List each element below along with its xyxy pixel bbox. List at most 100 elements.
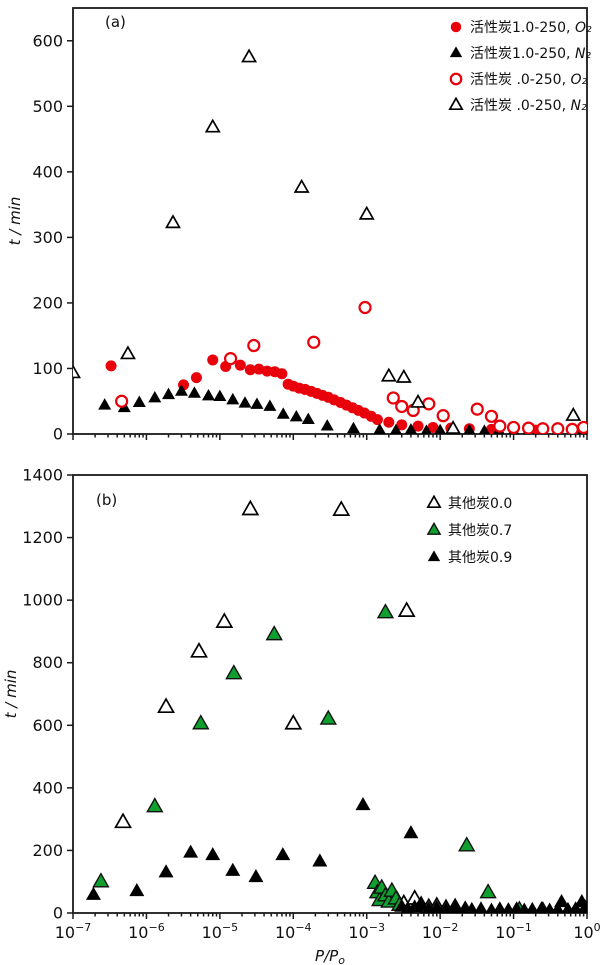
data-point [429,899,445,913]
data-point [493,901,507,913]
data-point [105,360,117,372]
legend-item: 其他炭0.9 [427,550,512,566]
data-point [190,372,202,384]
data-point [284,713,303,730]
data-point [319,709,337,725]
data-point [474,901,488,913]
legend-label: 活性炭 .0-250, O₂ [470,72,588,88]
data-point [380,367,397,382]
data-point [174,384,188,396]
data-point [346,421,360,434]
x-axis-tick-label: 10−2 [422,921,459,942]
panel-a-chart: 0 100 200 300 400 500 600 t / min (a) 活性炭1.0-250,… [6,7,592,444]
data-point [114,812,132,829]
y-axis-title: t / min [2,670,20,719]
data-point [301,412,315,424]
data-point [404,423,418,434]
data-point [479,883,497,899]
data-point [129,883,145,897]
legend-label: 活性炭1.0-250, O₂ [470,20,592,36]
data-point [157,697,175,714]
data-point [536,422,550,434]
data-point [395,368,412,383]
data-point [98,398,112,410]
legend-item: 活性炭 .0-250, N₂ [448,96,587,114]
data-point [358,205,375,220]
x-axis-tick-label: 10−4 [275,921,312,942]
data-point [506,420,521,434]
y-axis-tick-label: 600 [32,716,63,735]
y-axis-tick-label: 1400 [22,466,63,485]
data-point [115,394,129,408]
x-axis-tick-label: 10−5 [202,921,239,942]
data-point [413,897,429,911]
y-axis-tick-label: 400 [32,162,63,181]
data-point [434,423,447,434]
series-3 [73,48,582,434]
plot-box [72,7,588,435]
y-axis-tick-label: 800 [32,653,63,672]
legend-item: 活性炭1.0-250, N₂ [449,46,591,62]
data-point [307,335,321,349]
data-point [458,836,476,852]
y-axis-tick-label: 1000 [22,591,63,610]
data-point [383,416,395,428]
data-point [355,797,371,811]
data-point [518,902,531,913]
data-point [439,901,453,913]
legend-label: 活性炭1.0-250, N₂ [470,46,591,62]
panel-b-chart: 10−7 10−6 10−5 10−4 10−3 10−2 10−1 100020040060… [2,466,600,965]
data-point [554,894,570,908]
data-point [276,368,288,380]
panel-label: (a) [105,13,126,31]
data-point [373,423,386,434]
data-point [484,409,499,423]
data-point [427,421,439,433]
data-points-layer [73,48,587,434]
series-1 [92,603,550,913]
legend: 活性炭1.0-250, O₂ 活性炭1.0-250, N₂ 活性炭 .0-250, … [448,20,592,114]
data-point [265,625,283,641]
data-point [238,396,252,408]
data-point [551,422,565,434]
panel-label: (b) [96,491,117,509]
data-point [201,388,215,401]
x-axis-tick-label: 10−6 [128,921,165,942]
data-point [92,872,110,888]
data-point [358,300,372,315]
data-point [312,853,328,867]
data-point [183,844,199,858]
data-points-layer [85,499,587,913]
x-axis-tick-label: 10−1 [495,921,532,942]
data-point [119,345,136,360]
data-point [551,901,565,913]
data-point [534,901,549,913]
data-point [485,902,498,913]
y-axis-tick-label: 400 [32,778,63,797]
data-point [436,409,450,423]
data-point [165,214,181,229]
series-2 [85,797,587,913]
x-axis-tick-label: 10−7 [55,921,92,942]
data-point [205,847,221,861]
data-point [187,386,201,398]
data-point [192,714,210,730]
data-point [320,419,334,431]
data-point [396,419,408,431]
y-axis-tick-label: 200 [32,841,63,860]
legend-label: 活性炭 .0-250, N₂ [470,98,587,114]
series-0 [114,499,464,913]
y-axis-title: t / min [6,197,24,246]
data-point [263,399,277,411]
data-point [241,499,260,516]
y-axis-tick-label: 600 [32,31,63,50]
data-point [463,423,476,434]
data-point [204,118,221,133]
data-point [465,901,479,913]
legend-label: 其他炭0.7 [448,523,512,539]
y-axis-tick-label: 1200 [22,528,63,547]
data-point [215,612,234,628]
data-point [525,901,539,913]
data-point [248,868,264,883]
